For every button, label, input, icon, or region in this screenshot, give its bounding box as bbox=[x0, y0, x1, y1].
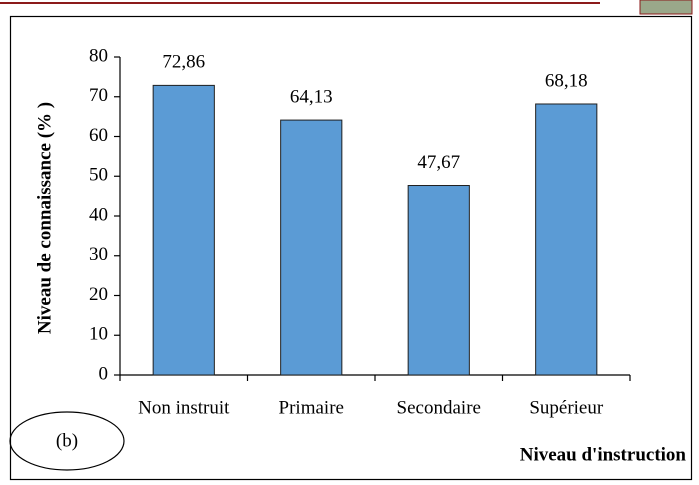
bar bbox=[280, 119, 343, 376]
x-tick-label: Non instruit bbox=[138, 397, 230, 418]
y-tick-label: 50 bbox=[89, 165, 108, 186]
y-tick-label: 40 bbox=[89, 204, 108, 225]
x-axis-label: Niveau d'instruction bbox=[520, 444, 687, 465]
annotation: (b) bbox=[56, 430, 78, 451]
y-tick-label: 70 bbox=[89, 85, 108, 106]
bar bbox=[152, 84, 215, 376]
y-tick-label: 30 bbox=[89, 244, 108, 265]
y-tick-label: 60 bbox=[89, 125, 108, 146]
x-tick-label: Supérieur bbox=[529, 397, 604, 418]
y-tick-label: 20 bbox=[89, 284, 108, 305]
y-axis-label: Niveau de connaissance (% ) bbox=[34, 102, 55, 334]
annotation-ellipse bbox=[9, 411, 125, 471]
y-tick-label: 10 bbox=[89, 324, 108, 345]
header-image bbox=[639, 0, 693, 15]
y-tick-label: 0 bbox=[99, 363, 109, 384]
x-tick-label: Primaire bbox=[279, 397, 344, 418]
chart-frame bbox=[9, 15, 693, 481]
data-label: 64,13 bbox=[290, 86, 333, 107]
y-tick-label: 80 bbox=[89, 45, 108, 66]
bar bbox=[407, 185, 470, 376]
data-label: 72,86 bbox=[162, 52, 205, 73]
data-label: 68,18 bbox=[545, 70, 588, 91]
x-tick-label: Secondaire bbox=[397, 397, 481, 418]
bar bbox=[535, 103, 598, 376]
data-label: 47,67 bbox=[417, 152, 460, 173]
